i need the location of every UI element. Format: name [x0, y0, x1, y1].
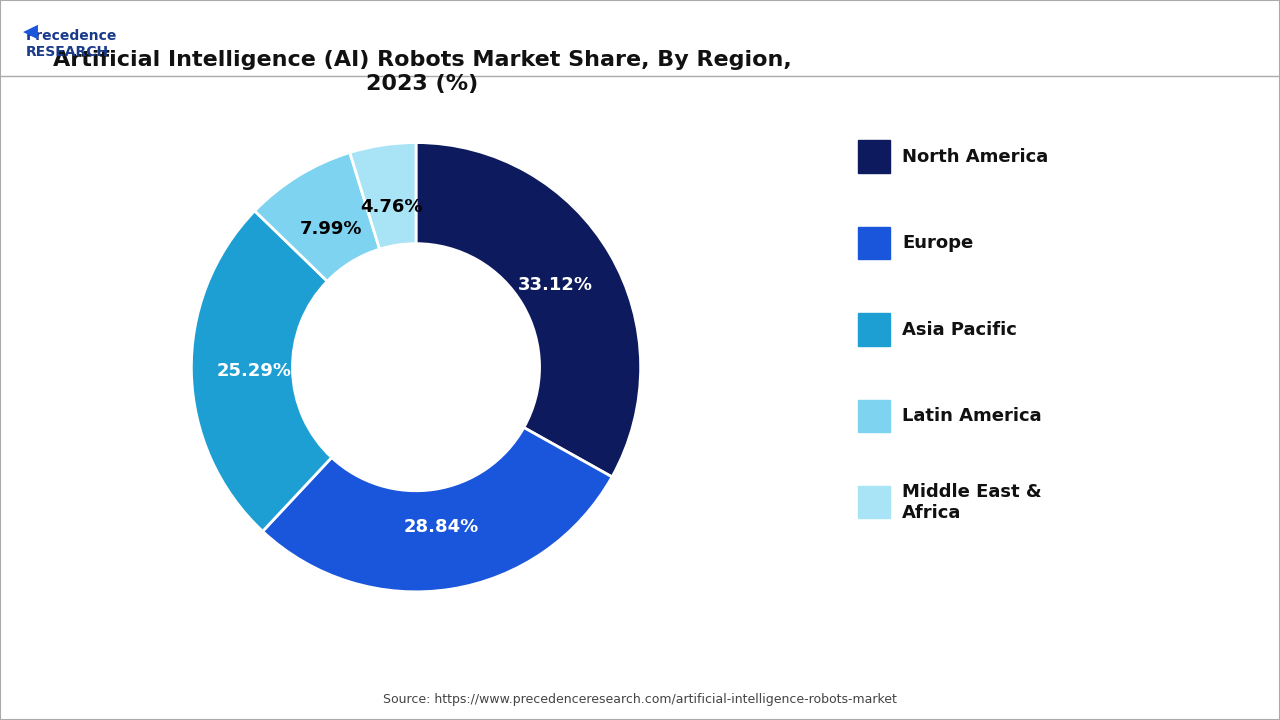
Text: Middle East &
Africa: Middle East & Africa [902, 483, 1042, 522]
Wedge shape [416, 143, 640, 477]
Text: 28.84%: 28.84% [403, 518, 479, 536]
Wedge shape [262, 428, 612, 592]
Wedge shape [255, 153, 380, 282]
Text: Source: https://www.precedenceresearch.com/artificial-intelligence-robots-market: Source: https://www.precedenceresearch.c… [383, 693, 897, 706]
Text: 4.76%: 4.76% [361, 198, 424, 216]
Text: Europe: Europe [902, 234, 974, 252]
Wedge shape [192, 211, 332, 531]
Text: ◀: ◀ [23, 22, 38, 40]
Text: Asia Pacific: Asia Pacific [902, 321, 1018, 338]
Wedge shape [349, 143, 416, 249]
Text: Artificial Intelligence (AI) Robots Market Share, By Region,
2023 (%): Artificial Intelligence (AI) Robots Mark… [52, 50, 792, 94]
Text: Precedence
RESEARCH: Precedence RESEARCH [26, 29, 116, 59]
Text: 33.12%: 33.12% [518, 276, 593, 294]
Text: North America: North America [902, 148, 1048, 166]
Text: Latin America: Latin America [902, 407, 1042, 425]
Text: 25.29%: 25.29% [216, 362, 292, 380]
Text: 7.99%: 7.99% [301, 220, 362, 238]
